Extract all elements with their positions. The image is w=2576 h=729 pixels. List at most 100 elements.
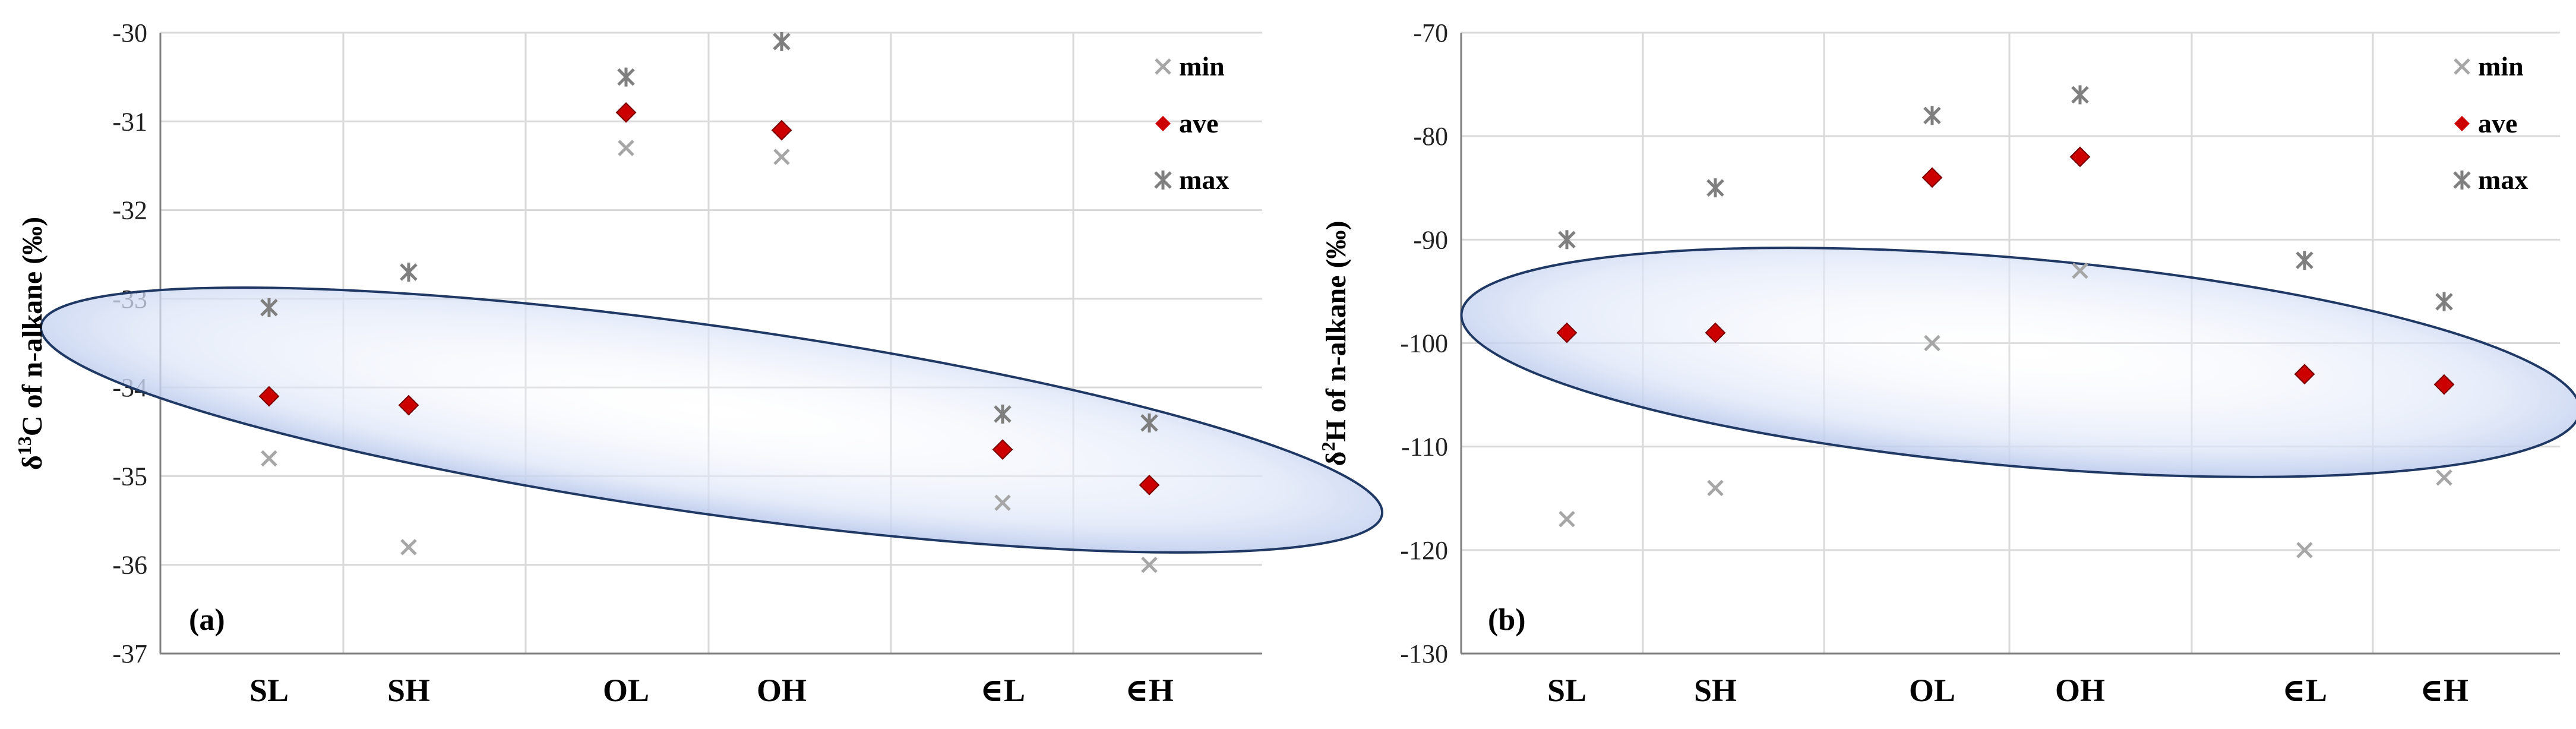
legend-label: min	[1179, 51, 1225, 81]
ave-point	[615, 102, 637, 123]
y-axis-title-prefix: δ	[17, 455, 48, 470]
panel-label: (b)	[1488, 603, 1526, 637]
ave-point	[1921, 167, 1943, 188]
x-category-label: OH	[757, 673, 807, 708]
y-tick-label: -80	[1413, 122, 1448, 151]
y-tick-label: -37	[112, 639, 147, 668]
chart-panel-a: -30-31-32-33-34-35-36-37SLSHOLOH∈L∈Hδ13C…	[14, 18, 1384, 708]
min-point-stroke	[618, 140, 634, 156]
x-category-label: OH	[2055, 673, 2105, 708]
y-tick-label: -31	[112, 107, 147, 136]
legend-label: min	[2478, 51, 2524, 81]
x-category-label: SH	[1694, 673, 1737, 708]
min-point-stroke	[400, 539, 417, 556]
min-point-stroke	[1707, 479, 1724, 497]
y-tick-label: -32	[112, 196, 147, 225]
legend-min-marker	[1155, 58, 1171, 75]
min-point-stroke	[773, 149, 790, 165]
max-point	[1558, 230, 1576, 250]
x-category-label: SL	[1547, 673, 1586, 708]
x-category-label: OL	[1909, 673, 1955, 708]
max-point	[2071, 85, 2089, 105]
ave-point	[2069, 146, 2091, 168]
min-point	[261, 450, 277, 467]
min-point-stroke	[2072, 262, 2088, 279]
max-point	[994, 404, 1012, 424]
legend-ave-marker	[2454, 116, 2470, 131]
min-point-stroke	[261, 450, 277, 467]
min-point	[2072, 262, 2088, 279]
y-tick-label: -36	[112, 551, 147, 580]
max-point	[2296, 251, 2313, 270]
x-category-label: ∈H	[1125, 673, 1174, 708]
y-tick-label: -110	[1401, 433, 1448, 462]
max-point	[2435, 292, 2453, 311]
highlight-ellipse	[1460, 247, 2576, 478]
y-tick-label: -130	[1400, 639, 1448, 668]
y-tick-label: -100	[1400, 329, 1448, 358]
max-point	[773, 31, 791, 51]
x-category-label: ∈L	[2282, 673, 2327, 708]
x-category-label: ∈L	[980, 673, 1025, 708]
max-point	[1706, 178, 1724, 198]
y-axis-title-superscript: 2	[1317, 442, 1339, 452]
ave-point	[992, 439, 1013, 460]
y-axis-title-prefix: δ	[1320, 452, 1352, 466]
max-point	[400, 263, 418, 282]
x-category-label: ∈H	[2420, 673, 2468, 708]
ave-point	[771, 119, 792, 141]
ave-point	[398, 395, 419, 416]
chart-panel-b: -70 -80 -90 -100 -110 -120 -130 SL SH OL OH ∈L ∈H δ2H…	[1317, 18, 2576, 708]
min-point-stroke	[994, 494, 1011, 511]
max-point	[260, 298, 278, 317]
max-point	[1923, 106, 1941, 125]
min-point	[1707, 479, 1724, 497]
min-point	[773, 149, 790, 165]
ave-point	[2433, 374, 2455, 395]
min-point	[994, 494, 1011, 511]
ave-point	[1705, 322, 1726, 343]
x-category-label: SL	[249, 673, 289, 708]
legend-min-marker	[2454, 58, 2470, 75]
panel-label: (a)	[189, 603, 225, 637]
min-point	[1141, 556, 1158, 573]
min-point-stroke	[2436, 469, 2452, 486]
legend: min ave max	[1154, 51, 1229, 195]
y-axis-title-superscript: 13	[14, 436, 35, 455]
max-point	[617, 67, 635, 87]
legend-label: ave	[2478, 108, 2517, 138]
min-point	[2436, 469, 2452, 486]
min-point	[400, 539, 417, 556]
legend-ave-marker	[1155, 116, 1171, 131]
y-tick-label: -120	[1400, 536, 1448, 565]
min-point	[2296, 542, 2313, 558]
min-point	[1924, 334, 1940, 352]
min-point	[618, 140, 634, 156]
min-point-stroke	[1924, 334, 1940, 352]
x-category-label: SH	[387, 673, 430, 708]
x-category-label: OL	[603, 673, 649, 708]
min-point-stroke	[1559, 510, 1575, 528]
ave-point	[258, 386, 280, 407]
y-axis-title-rest: C of n-alkane (‰)	[17, 217, 48, 436]
y-axis-title: δ13C of n-alkane (‰)	[14, 217, 48, 470]
y-axis-title: δ2H of n-alkane (‰)	[1317, 221, 1352, 466]
legend-label: max	[2478, 165, 2528, 195]
y-tick-label: -30	[112, 18, 147, 48]
legend-label: max	[1179, 165, 1229, 195]
ave-point	[2294, 364, 2315, 385]
y-tick-label: -35	[112, 462, 147, 491]
min-point-stroke	[1141, 556, 1158, 573]
y-tick-label: -70	[1413, 18, 1448, 48]
ave-point	[1139, 474, 1160, 496]
highlight-ellipse	[39, 286, 1384, 554]
ave-point	[1556, 322, 1578, 343]
min-point-stroke	[2296, 542, 2313, 558]
y-axis-title-rest: H of n-alkane (‰)	[1320, 221, 1352, 442]
y-tick-label: -90	[1413, 225, 1448, 254]
legend: min ave max	[2453, 51, 2528, 195]
min-point	[1559, 510, 1575, 528]
legend-label: ave	[1179, 108, 1218, 138]
max-point	[1140, 413, 1158, 433]
